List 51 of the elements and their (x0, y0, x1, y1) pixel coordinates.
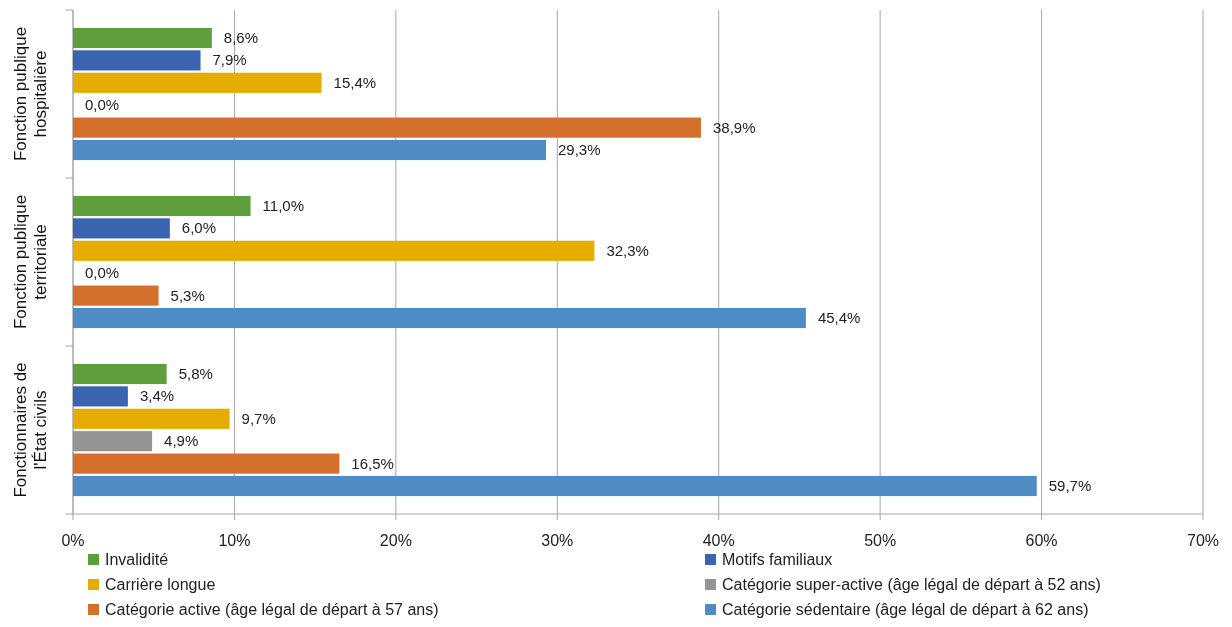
data-label: 3,4% (139, 387, 175, 405)
legend-label: Catégorie sédentaire (âge légal de départ à 62 ans) (722, 601, 1089, 618)
x-tick-label: 0% (61, 532, 85, 549)
x-tick-label: 10% (218, 532, 251, 549)
x-tick-label: 70% (1186, 532, 1220, 549)
legend-label: Catégorie super-active (âge légal de départ à 52 ans) (722, 576, 1101, 593)
data-label: 15,4% (333, 73, 377, 91)
bar (73, 139, 546, 161)
data-label: 16,5% (351, 454, 394, 472)
legend-label: Motifs familiaux (722, 551, 833, 568)
x-tick-label: 20% (379, 532, 412, 549)
data-label: 6,0% (181, 219, 217, 237)
data-label: 45,4% (817, 309, 861, 326)
x-tick-label: 60% (1025, 532, 1058, 549)
bar (73, 285, 159, 306)
data-label: 5,3% (170, 286, 205, 304)
bar (73, 408, 230, 429)
data-label: 9,7% (241, 409, 276, 427)
bar (73, 475, 1037, 497)
legend-label: Invalidité (105, 551, 169, 568)
data-label: 11,0% (262, 197, 304, 214)
bar (73, 117, 701, 138)
bar (73, 27, 212, 49)
bar (73, 195, 251, 217)
data-label: 0,0% (85, 96, 120, 114)
legend-label: Catégorie active (âge légal de départ à 57 ans) (105, 601, 439, 618)
y-tick-label: Fonctionnaires de l'État civils (11, 362, 50, 498)
x-tick-label: 40% (702, 532, 735, 549)
bar (73, 218, 170, 239)
x-tick-label: 30% (541, 532, 574, 549)
y-tick-label: Fonction publique territoriale (11, 194, 50, 330)
bar (73, 50, 201, 71)
bar (73, 453, 340, 474)
data-label: 29,3% (557, 141, 601, 158)
legend-label: Carrière longue (105, 576, 216, 593)
data-label: 59,7% (1048, 477, 1092, 494)
bar (73, 431, 153, 452)
data-label: 5,8% (178, 365, 213, 382)
data-label: 7,9% (212, 51, 247, 69)
data-label: 4,9% (164, 432, 199, 450)
data-label: 0,0% (85, 264, 120, 282)
data-label: 8,6% (223, 29, 259, 46)
y-tick-label: Fonction publique hospitalière (11, 26, 50, 162)
bar (73, 307, 806, 329)
data-label: 32,3% (606, 241, 649, 259)
bar (73, 363, 167, 385)
data-label: 38,9% (712, 118, 756, 136)
bar (73, 72, 322, 93)
bar (73, 240, 595, 261)
bar (73, 386, 128, 407)
x-tick-label: 50% (864, 532, 897, 549)
